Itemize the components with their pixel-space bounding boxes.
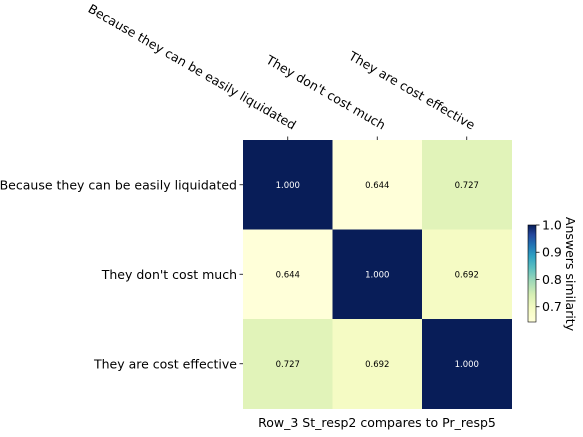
heatmap-cell [332, 229, 423, 320]
heatmap-cell [422, 140, 512, 230]
cell-value-label: 1.000 [365, 270, 389, 280]
cell-value-label: 0.692 [365, 360, 389, 370]
heatmap-cell-labels: 1.000 0.644 0.727 0.644 1.000 0.692 0.727 0.692… [276, 181, 479, 370]
x-axis-label: Row_3 St_resp2 compares to Pr_resp5 [258, 415, 496, 430]
heatmap-cell [243, 319, 333, 409]
heatmap-cell [243, 140, 333, 230]
cell-value-label: 1.000 [276, 181, 300, 191]
heatmap-cells [243, 140, 512, 409]
heatmap-cell [332, 319, 423, 409]
cell-value-label: 0.644 [365, 181, 389, 191]
y-tick-label: They are cost effective [93, 356, 237, 371]
colorbar-tick-label: 1.0 [542, 218, 562, 233]
y-tick-label: They don't cost much [101, 267, 237, 282]
colorbar-tick-label: 0.8 [542, 272, 562, 287]
heatmap-cell [422, 229, 512, 320]
y-tick-label: Because they can be easily liquidated [0, 177, 237, 192]
heatmap-cell [243, 229, 333, 320]
cell-value-label: 0.727 [276, 360, 300, 370]
colorbar-gradient [527, 224, 537, 323]
colorbar: 0.7 0.8 0.9 1.0 Answers similarity [527, 217, 578, 332]
colorbar-tick-label: 0.7 [542, 299, 562, 314]
cell-value-label: 0.727 [455, 181, 479, 191]
heatmap-cell [332, 140, 423, 230]
cell-value-label: 1.000 [455, 360, 479, 370]
colorbar-label: Answers similarity [563, 217, 578, 332]
colorbar-tick-label: 0.9 [542, 245, 562, 260]
cell-value-label: 0.692 [455, 270, 479, 280]
cell-value-label: 0.644 [276, 270, 300, 280]
x-tick-labels: Because they can be easily liquidatedThe… [86, 1, 478, 140]
y-tick-labels: Because they can be easily liquidated The… [0, 177, 243, 371]
heatmap-cell [422, 319, 512, 409]
